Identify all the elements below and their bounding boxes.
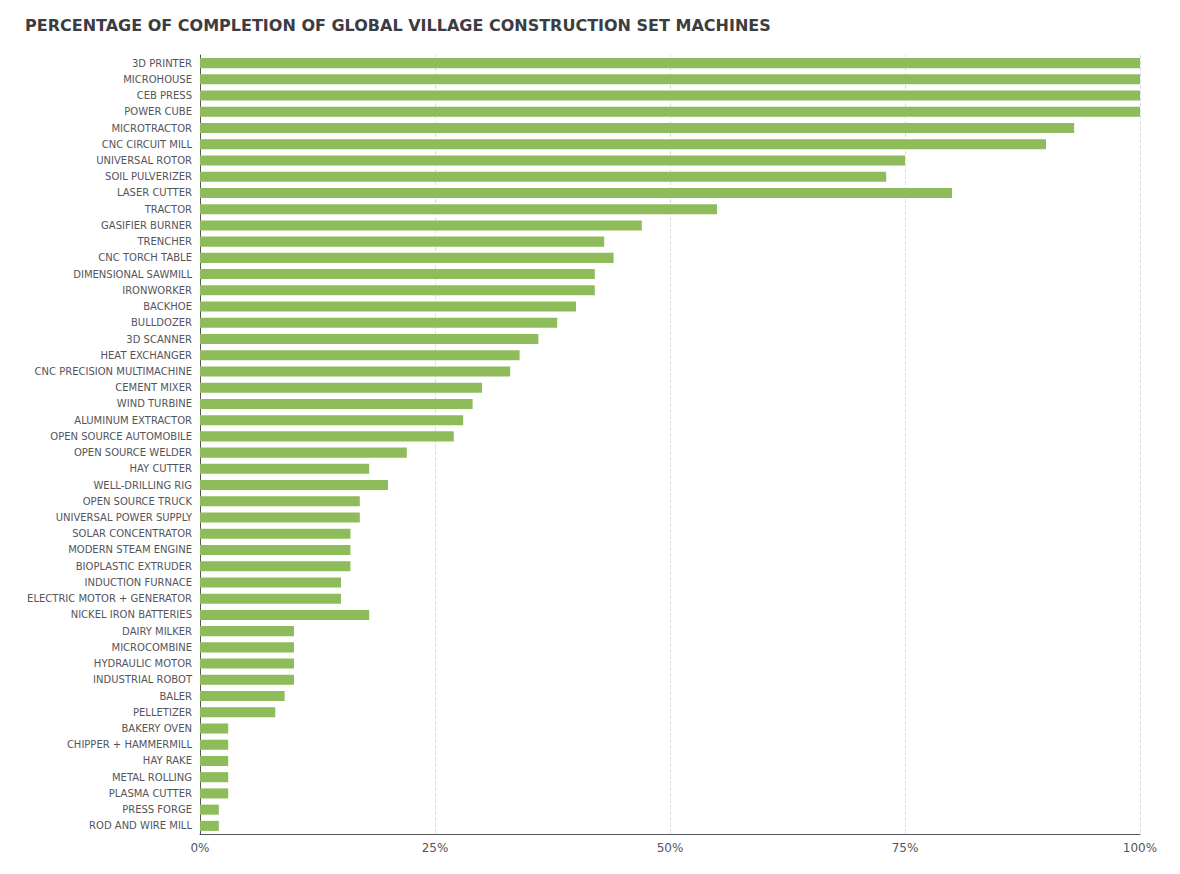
svg-text:OPEN SOURCE TRUCK: OPEN SOURCE TRUCK — [83, 496, 193, 507]
svg-text:3D PRINTER: 3D PRINTER — [132, 58, 192, 69]
svg-text:POWER CUBE: POWER CUBE — [124, 106, 192, 117]
svg-text:WIND TURBINE: WIND TURBINE — [117, 398, 192, 409]
svg-text:TRENCHER: TRENCHER — [136, 236, 192, 247]
svg-text:INDUSTRIAL ROBOT: INDUSTRIAL ROBOT — [93, 674, 193, 685]
svg-text:CNC TORCH TABLE: CNC TORCH TABLE — [98, 252, 192, 263]
svg-text:DIMENSIONAL SAWMILL: DIMENSIONAL SAWMILL — [73, 269, 192, 280]
svg-text:HAY CUTTER: HAY CUTTER — [130, 463, 193, 474]
svg-text:UNIVERSAL ROTOR: UNIVERSAL ROTOR — [96, 155, 192, 166]
svg-text:BAKERY OVEN: BAKERY OVEN — [121, 723, 192, 734]
svg-text:BALER: BALER — [159, 691, 192, 702]
svg-text:CEB PRESS: CEB PRESS — [137, 90, 192, 101]
svg-text:PELLETIZER: PELLETIZER — [133, 707, 192, 718]
svg-text:SOLAR CONCENTRATOR: SOLAR CONCENTRATOR — [72, 528, 192, 539]
svg-text:LASER CUTTER: LASER CUTTER — [117, 187, 192, 198]
svg-text:BULLDOZER: BULLDOZER — [131, 317, 192, 328]
svg-text:IRONWORKER: IRONWORKER — [122, 285, 192, 296]
svg-text:PERCENTAGE OF COMPLETION OF GL: PERCENTAGE OF COMPLETION OF GLOBAL VILLA… — [25, 16, 771, 35]
svg-text:MICROTRACTOR: MICROTRACTOR — [111, 123, 192, 134]
svg-text:50%: 50% — [657, 841, 684, 855]
svg-text:WELL-DRILLING RIG: WELL-DRILLING RIG — [93, 480, 192, 491]
svg-text:PLASMA CUTTER: PLASMA CUTTER — [109, 788, 192, 799]
svg-text:SOIL PULVERIZER: SOIL PULVERIZER — [105, 171, 192, 182]
svg-text:75%: 75% — [892, 841, 919, 855]
svg-text:PRESS FORGE: PRESS FORGE — [122, 804, 192, 815]
svg-text:OPEN SOURCE AUTOMOBILE: OPEN SOURCE AUTOMOBILE — [50, 431, 192, 442]
svg-text:UNIVERSAL POWER SUPPLY: UNIVERSAL POWER SUPPLY — [56, 512, 193, 523]
svg-text:HYDRAULIC MOTOR: HYDRAULIC MOTOR — [94, 658, 192, 669]
svg-text:INDUCTION FURNACE: INDUCTION FURNACE — [85, 577, 193, 588]
svg-text:ROD AND WIRE MILL: ROD AND WIRE MILL — [89, 820, 192, 831]
svg-text:OPEN SOURCE WELDER: OPEN SOURCE WELDER — [74, 447, 192, 458]
svg-text:CNC PRECISION MULTIMACHINE: CNC PRECISION MULTIMACHINE — [35, 366, 192, 377]
svg-text:GASIFIER BURNER: GASIFIER BURNER — [101, 220, 192, 231]
svg-text:100%: 100% — [1123, 841, 1157, 855]
svg-text:METAL ROLLING: METAL ROLLING — [112, 772, 192, 783]
svg-text:NICKEL IRON BATTERIES: NICKEL IRON BATTERIES — [71, 609, 192, 620]
svg-text:ELECTRIC MOTOR + GENERATOR: ELECTRIC MOTOR + GENERATOR — [27, 593, 192, 604]
svg-text:DAIRY MILKER: DAIRY MILKER — [122, 626, 192, 637]
svg-text:CHIPPER + HAMMERMILL: CHIPPER + HAMMERMILL — [67, 739, 193, 750]
svg-text:BIOPLASTIC EXTRUDER: BIOPLASTIC EXTRUDER — [76, 561, 192, 572]
svg-text:TRACTOR: TRACTOR — [144, 204, 192, 215]
svg-text:MICROHOUSE: MICROHOUSE — [123, 74, 192, 85]
svg-text:25%: 25% — [422, 841, 449, 855]
svg-text:3D SCANNER: 3D SCANNER — [126, 334, 192, 345]
svg-text:HEAT EXCHANGER: HEAT EXCHANGER — [101, 350, 193, 361]
svg-text:HAY RAKE: HAY RAKE — [143, 755, 192, 766]
svg-text:ALUMINUM EXTRACTOR: ALUMINUM EXTRACTOR — [74, 415, 192, 426]
svg-text:MODERN STEAM ENGINE: MODERN STEAM ENGINE — [68, 544, 192, 555]
svg-text:MICROCOMBINE: MICROCOMBINE — [112, 642, 192, 653]
svg-text:BACKHOE: BACKHOE — [143, 301, 192, 312]
svg-text:CEMENT MIXER: CEMENT MIXER — [115, 382, 192, 393]
svg-text:CNC CIRCUIT MILL: CNC CIRCUIT MILL — [102, 139, 193, 150]
svg-text:0%: 0% — [190, 841, 209, 855]
